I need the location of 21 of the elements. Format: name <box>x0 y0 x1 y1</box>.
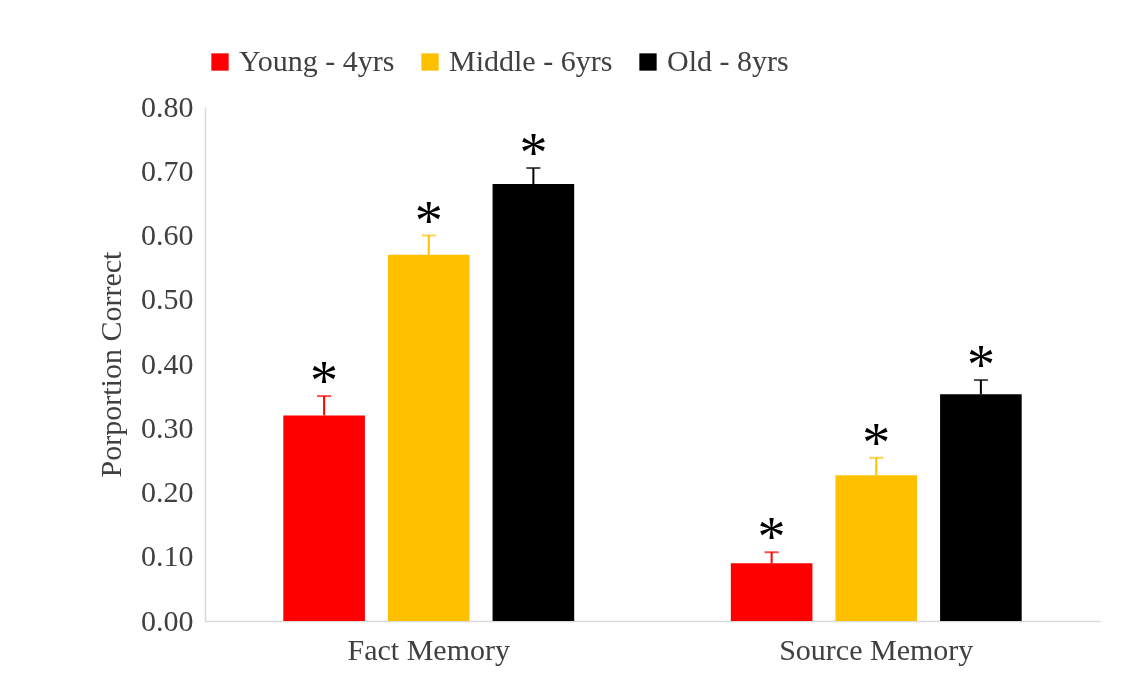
y-tick-label: 0.40 <box>141 346 194 380</box>
y-tick-label: 0.30 <box>141 410 194 444</box>
legend-label: Young - 4yrs <box>239 44 395 77</box>
y-tick-label: 0.10 <box>141 539 194 573</box>
y-tick-label: 0.00 <box>141 603 194 637</box>
data-label: * <box>757 506 786 569</box>
legend-label: Middle - 6yrs <box>449 44 613 77</box>
data-label: * <box>862 411 891 474</box>
data-label: * <box>414 189 443 252</box>
y-tick-label: 0.60 <box>141 218 194 251</box>
y-tick-label: 0.80 <box>141 89 194 123</box>
legend-label: Old - 8yrs <box>667 44 789 77</box>
y-tick-label: 0.70 <box>141 153 194 187</box>
y-tick-label: 0.20 <box>141 475 194 508</box>
data-label: * <box>310 350 339 413</box>
x-tick-label: Fact Memory <box>347 632 510 666</box>
data-label: * <box>519 122 548 185</box>
y-tick-label: 0.50 <box>141 282 194 316</box>
y-axis-title: Porportion Correct <box>94 250 127 478</box>
data-label: * <box>966 334 995 397</box>
x-tick-label: Source Memory <box>779 632 974 666</box>
